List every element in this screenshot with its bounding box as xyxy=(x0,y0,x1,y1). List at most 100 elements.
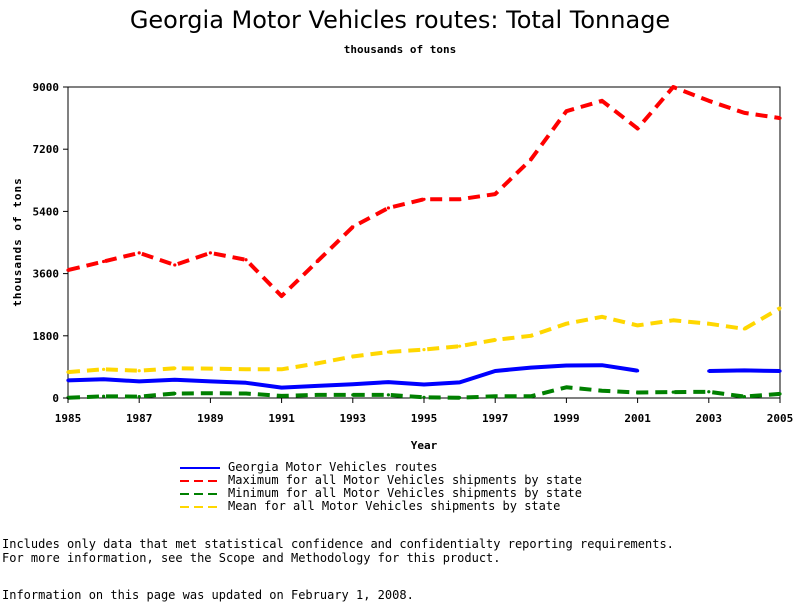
data-point-georgia-motor-vehicles-routes xyxy=(244,381,248,385)
footnotes: Includes only data that met statistical … xyxy=(2,537,674,565)
footnote-methodology: For more information, see the Scope and … xyxy=(2,551,501,565)
data-point-minimum-for-all-motor-vehicles-shipments-by-state xyxy=(600,389,604,393)
series-line-minimum-for-all-motor-vehicles-shipments-by-state xyxy=(67,385,781,400)
data-point-maximum-for-all-motor-vehicles-shipments-by-state xyxy=(742,111,747,115)
chart-subtitle: thousands of tons xyxy=(343,43,457,56)
data-point-mean-for-all-motor-vehicles-shipments-by-state xyxy=(707,322,711,326)
data-point-minimum-for-all-motor-vehicles-shipments-by-state xyxy=(315,393,319,397)
chart-title: Georgia Motor Vehicles routes: Total Ton… xyxy=(129,6,671,34)
legend-entry: Mean for all Motor Vehicles shipments by… xyxy=(180,500,582,513)
data-point-georgia-motor-vehicles-routes xyxy=(173,378,177,382)
data-point-georgia-motor-vehicles-routes xyxy=(636,369,640,373)
y-axis-label: thousands of tons xyxy=(11,177,24,307)
y-tick-label: 0 xyxy=(52,392,59,405)
data-point-minimum-for-all-motor-vehicles-shipments-by-state xyxy=(280,394,284,398)
data-point-georgia-motor-vehicles-routes xyxy=(208,379,212,384)
data-point-mean-for-all-motor-vehicles-shipments-by-state xyxy=(458,344,462,348)
data-point-georgia-motor-vehicles-routes xyxy=(137,379,141,384)
data-point-maximum-for-all-motor-vehicles-shipments-by-state xyxy=(137,251,141,255)
data-point-maximum-for-all-motor-vehicles-shipments-by-state xyxy=(244,258,248,262)
data-point-maximum-for-all-motor-vehicles-shipments-by-state xyxy=(208,251,212,255)
data-point-minimum-for-all-motor-vehicles-shipments-by-state xyxy=(564,385,569,389)
data-point-georgia-motor-vehicles-routes xyxy=(386,380,390,384)
y-tick-label: 9000 xyxy=(33,81,60,94)
data-point-mean-for-all-motor-vehicles-shipments-by-state xyxy=(208,367,212,371)
data-point-mean-for-all-motor-vehicles-shipments-by-state xyxy=(315,361,319,366)
legend-entry: Maximum for all Motor Vehicles shipments… xyxy=(180,474,582,487)
data-point-maximum-for-all-motor-vehicles-shipments-by-state xyxy=(636,126,640,131)
x-tick-label: 1985 xyxy=(55,412,82,425)
data-point-georgia-motor-vehicles-routes xyxy=(564,363,569,368)
data-point-mean-for-all-motor-vehicles-shipments-by-state xyxy=(386,350,390,354)
data-point-georgia-motor-vehicles-routes xyxy=(458,380,462,385)
data-point-mean-for-all-motor-vehicles-shipments-by-state xyxy=(137,369,141,373)
legend-label: Maximum for all Motor Vehicles shipments… xyxy=(228,473,583,487)
data-point-mean-for-all-motor-vehicles-shipments-by-state xyxy=(742,327,747,331)
x-tick-label: 2005 xyxy=(767,412,794,425)
data-point-mean-for-all-motor-vehicles-shipments-by-state xyxy=(244,367,248,371)
y-tick-label: 3600 xyxy=(33,268,60,281)
data-point-maximum-for-all-motor-vehicles-shipments-by-state xyxy=(493,192,497,196)
data-point-mean-for-all-motor-vehicles-shipments-by-state xyxy=(778,306,782,310)
data-point-georgia-motor-vehicles-routes xyxy=(742,368,747,372)
data-point-maximum-for-all-motor-vehicles-shipments-by-state xyxy=(102,259,106,264)
x-tick-label: 2003 xyxy=(696,412,723,425)
data-point-maximum-for-all-motor-vehicles-shipments-by-state xyxy=(458,197,462,201)
data-point-minimum-for-all-motor-vehicles-shipments-by-state xyxy=(386,393,390,397)
data-point-mean-for-all-motor-vehicles-shipments-by-state xyxy=(600,315,604,319)
data-point-georgia-motor-vehicles-routes xyxy=(315,384,319,388)
data-point-georgia-motor-vehicles-routes xyxy=(493,369,497,373)
data-point-minimum-for-all-motor-vehicles-shipments-by-state xyxy=(671,390,675,394)
data-point-minimum-for-all-motor-vehicles-shipments-by-state xyxy=(636,390,640,395)
data-point-georgia-motor-vehicles-routes xyxy=(102,377,106,381)
legend-swatch xyxy=(180,505,220,508)
data-point-minimum-for-all-motor-vehicles-shipments-by-state xyxy=(351,393,355,397)
data-point-mean-for-all-motor-vehicles-shipments-by-state xyxy=(529,334,533,338)
data-point-maximum-for-all-motor-vehicles-shipments-by-state xyxy=(707,99,711,103)
data-point-maximum-for-all-motor-vehicles-shipments-by-state xyxy=(600,99,604,103)
legend-label: Georgia Motor Vehicles routes xyxy=(228,460,438,474)
data-point-maximum-for-all-motor-vehicles-shipments-by-state xyxy=(564,109,569,113)
data-point-maximum-for-all-motor-vehicles-shipments-by-state xyxy=(66,268,70,272)
x-tick-label: 1993 xyxy=(340,412,367,425)
x-tick-label: 1999 xyxy=(553,412,580,425)
data-point-minimum-for-all-motor-vehicles-shipments-by-state xyxy=(458,396,462,400)
legend-swatch xyxy=(180,492,220,495)
data-point-minimum-for-all-motor-vehicles-shipments-by-state xyxy=(244,391,248,396)
data-point-minimum-for-all-motor-vehicles-shipments-by-state xyxy=(137,395,141,399)
data-point-georgia-motor-vehicles-routes xyxy=(529,365,533,370)
data-point-mean-for-all-motor-vehicles-shipments-by-state xyxy=(671,318,675,322)
data-point-maximum-for-all-motor-vehicles-shipments-by-state xyxy=(386,206,390,210)
data-point-minimum-for-all-motor-vehicles-shipments-by-state xyxy=(707,390,711,394)
data-point-minimum-for-all-motor-vehicles-shipments-by-state xyxy=(529,394,533,398)
data-point-georgia-motor-vehicles-routes xyxy=(778,369,782,373)
data-point-georgia-motor-vehicles-routes xyxy=(351,382,355,386)
data-point-mean-for-all-motor-vehicles-shipments-by-state xyxy=(280,367,284,371)
data-point-maximum-for-all-motor-vehicles-shipments-by-state xyxy=(351,225,355,229)
data-point-maximum-for-all-motor-vehicles-shipments-by-state xyxy=(315,259,319,264)
data-point-minimum-for-all-motor-vehicles-shipments-by-state xyxy=(493,394,497,398)
data-point-georgia-motor-vehicles-routes xyxy=(422,382,426,387)
data-point-georgia-motor-vehicles-routes xyxy=(280,386,284,390)
data-point-maximum-for-all-motor-vehicles-shipments-by-state xyxy=(173,263,177,267)
legend-label: Mean for all Motor Vehicles shipments by… xyxy=(228,499,561,513)
x-tick-label: 1987 xyxy=(126,412,153,425)
data-point-mean-for-all-motor-vehicles-shipments-by-state xyxy=(66,370,70,374)
y-tick-label: 1800 xyxy=(33,330,60,343)
data-point-mean-for-all-motor-vehicles-shipments-by-state xyxy=(102,367,106,371)
series-line-maximum-for-all-motor-vehicles-shipments-by-state xyxy=(67,85,781,299)
data-point-minimum-for-all-motor-vehicles-shipments-by-state xyxy=(742,395,747,399)
x-tick-label: 2001 xyxy=(624,412,651,425)
legend-entry: Georgia Motor Vehicles routes xyxy=(180,461,582,474)
plot-area xyxy=(67,86,781,399)
legend-label: Minimum for all Motor Vehicles shipments… xyxy=(228,486,583,500)
data-point-georgia-motor-vehicles-routes xyxy=(600,363,604,367)
series-line-mean-for-all-motor-vehicles-shipments-by-state xyxy=(67,306,782,375)
data-point-maximum-for-all-motor-vehicles-shipments-by-state xyxy=(778,116,782,120)
data-point-minimum-for-all-motor-vehicles-shipments-by-state xyxy=(102,394,106,398)
x-tick-label: 1995 xyxy=(411,412,438,425)
legend-entry: Minimum for all Motor Vehicles shipments… xyxy=(180,487,582,500)
y-tick-label: 5400 xyxy=(33,205,60,218)
data-point-mean-for-all-motor-vehicles-shipments-by-state xyxy=(173,366,177,370)
data-point-georgia-motor-vehicles-routes xyxy=(707,369,711,373)
